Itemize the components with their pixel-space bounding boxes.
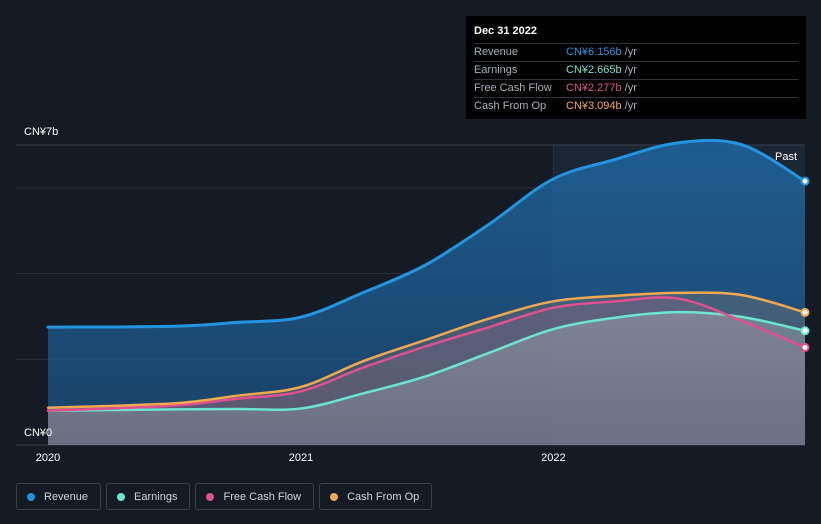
area-earnings bbox=[48, 312, 805, 445]
tooltip-value: CN¥2.277b bbox=[566, 82, 622, 94]
y-axis-top-label: CN¥7b bbox=[24, 126, 58, 138]
tooltip-panel: Dec 31 2022 Revenue CN¥6.156b /yr Earnin… bbox=[466, 16, 806, 119]
legend-dot-icon bbox=[330, 492, 339, 501]
tooltip-label: Cash From Op bbox=[474, 100, 547, 112]
tooltip-value: CN¥3.094b bbox=[566, 100, 622, 112]
tooltip-row-revenue: Revenue CN¥6.156b /yr bbox=[474, 43, 798, 61]
line-free-cash-flow bbox=[46, 296, 807, 412]
legend-item-free-cash-flow[interactable]: Free Cash Flow bbox=[195, 483, 315, 510]
tooltip-row-cash-from-op: Cash From Op CN¥3.094b /yr bbox=[474, 97, 798, 115]
tooltip-row-earnings: Earnings CN¥2.665b /yr bbox=[474, 61, 798, 79]
legend-item-cash-from-op[interactable]: Cash From Op bbox=[319, 483, 433, 510]
end-marker-revenue bbox=[800, 176, 810, 186]
tooltip-label: Earnings bbox=[474, 64, 518, 76]
tooltip-value: CN¥2.665b bbox=[566, 64, 622, 76]
x-tick-label: 2020 bbox=[36, 452, 60, 464]
legend-dot-icon bbox=[117, 492, 126, 501]
tooltip-unit: /yr bbox=[624, 64, 637, 76]
legend-label: Free Cash Flow bbox=[223, 490, 302, 503]
line-revenue bbox=[46, 138, 807, 329]
legend-label: Cash From Op bbox=[347, 490, 420, 503]
line-earnings bbox=[46, 310, 807, 412]
y-axis-bottom-label: CN¥0 bbox=[24, 427, 52, 439]
tooltip-date: Dec 31 2022 bbox=[474, 25, 537, 37]
tooltip-label: Revenue bbox=[474, 46, 519, 58]
past-label: Past bbox=[775, 151, 797, 163]
x-tick-label: 2021 bbox=[289, 452, 313, 464]
legend-dot-icon bbox=[27, 492, 35, 501]
tooltip-unit: /yr bbox=[624, 100, 637, 112]
legend-dot-icon bbox=[206, 492, 215, 501]
tooltip-value: CN¥6.156b bbox=[566, 46, 622, 58]
chart-legend: Revenue Earnings Free Cash Flow Cash Fro… bbox=[16, 483, 433, 510]
tooltip-row-free-cash-flow: Free Cash Flow CN¥2.277b /yr bbox=[474, 79, 798, 97]
legend-label: Earnings bbox=[134, 490, 178, 503]
tooltip-unit: /yr bbox=[624, 82, 637, 94]
end-marker-free-cash-flow bbox=[800, 342, 810, 352]
legend-label: Revenue bbox=[44, 490, 89, 503]
end-marker-cash-from-op bbox=[800, 307, 810, 317]
legend-item-earnings[interactable]: Earnings bbox=[106, 483, 191, 510]
tooltip-unit: /yr bbox=[624, 46, 637, 58]
legend-item-revenue[interactable]: Revenue bbox=[16, 483, 102, 510]
line-cash-from-op bbox=[46, 291, 807, 409]
end-marker-earnings bbox=[800, 326, 810, 336]
tooltip-label: Free Cash Flow bbox=[474, 82, 552, 94]
x-tick-label: 2022 bbox=[541, 452, 565, 464]
